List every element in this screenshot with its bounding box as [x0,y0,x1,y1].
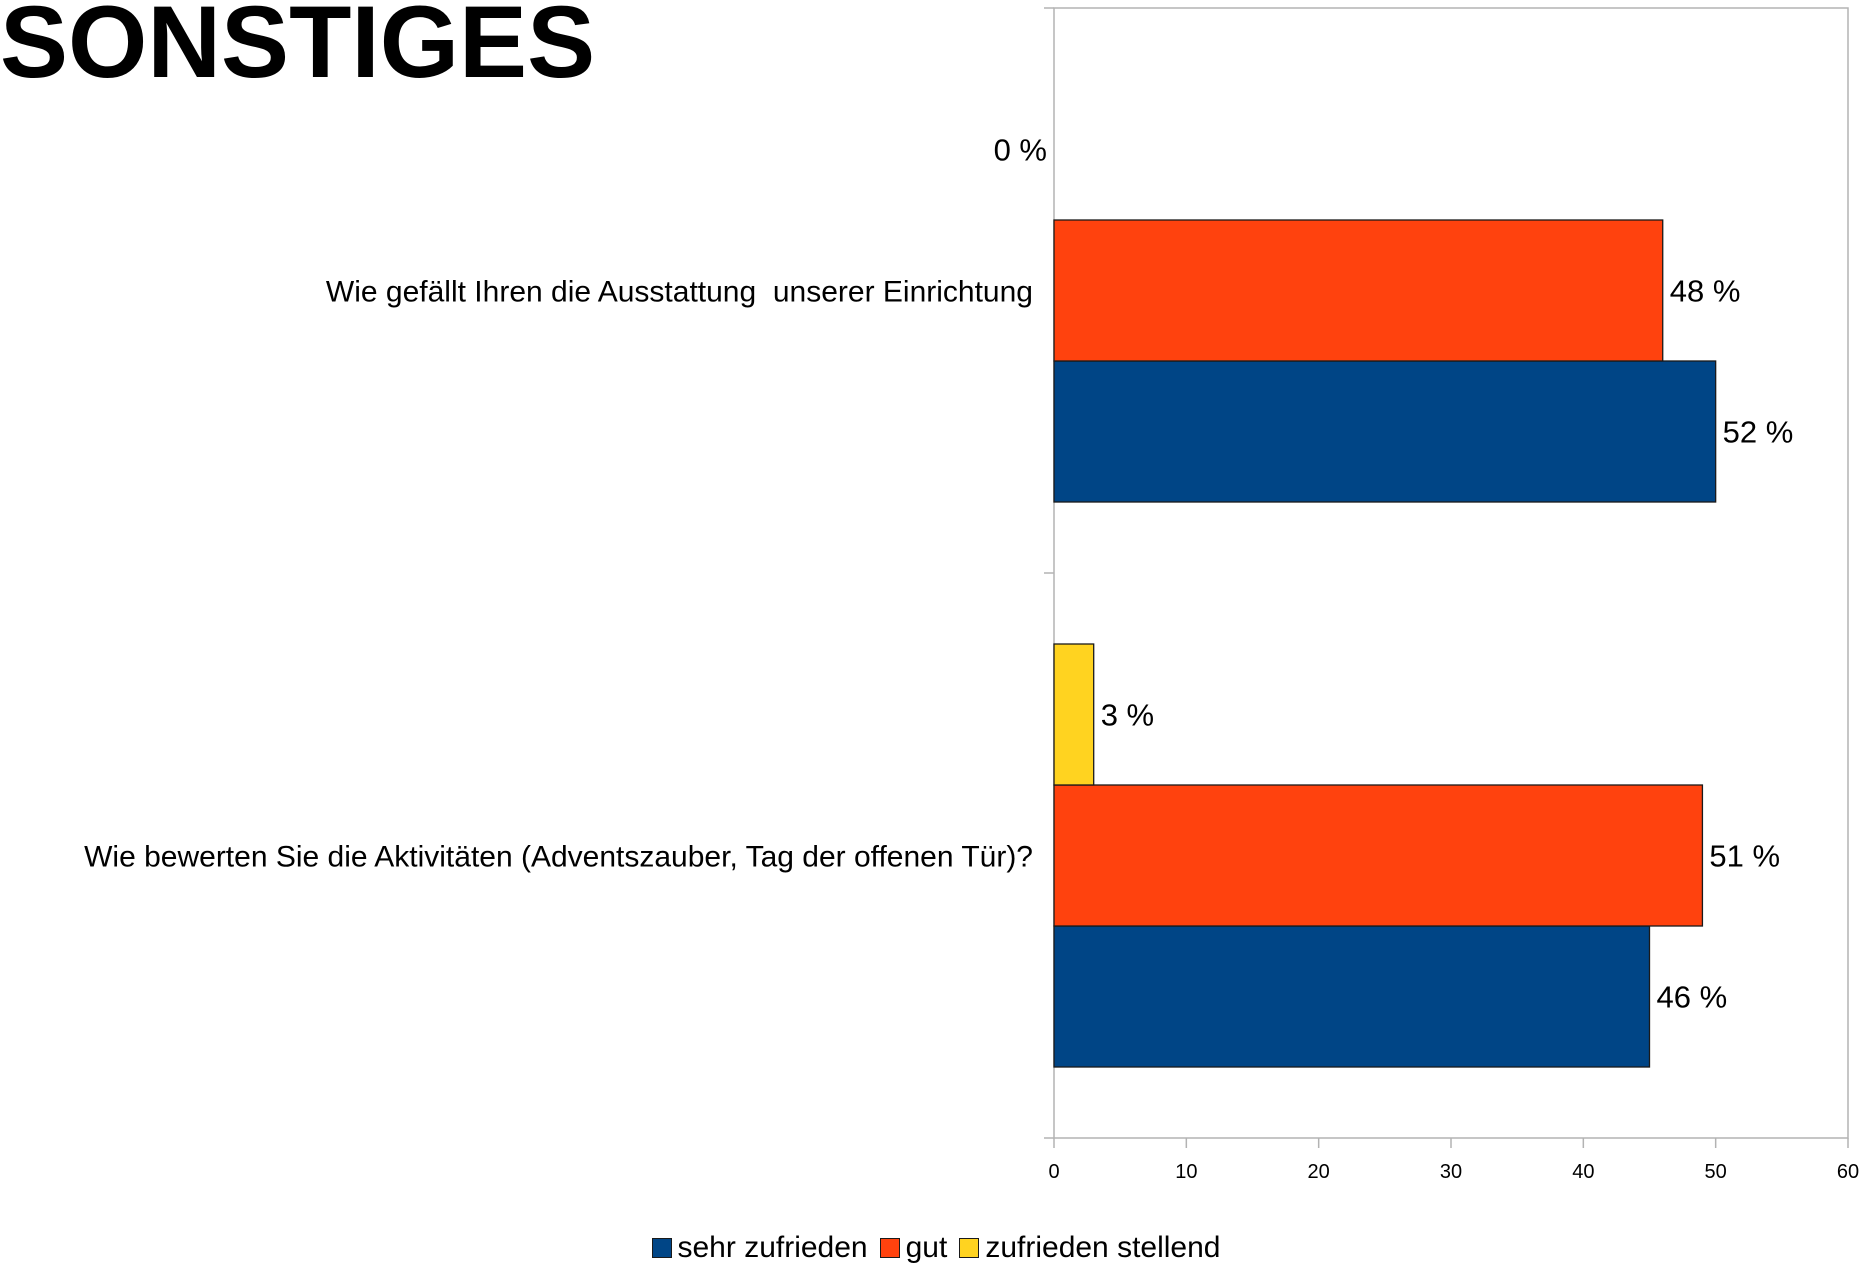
legend-swatch [959,1238,980,1258]
legend-item: zufrieden stellend [959,1231,1220,1265]
legend: sehr zufrieden gut zufrieden stellend [0,1231,1872,1271]
x-tick-label: 30 [1440,1161,1462,1183]
legend-label: zufrieden stellend [985,1231,1221,1264]
x-tick-label: 50 [1705,1161,1727,1183]
legend-swatch [879,1238,900,1258]
category-label: Wie gefällt Ihren die Ausstattung unsere… [326,276,1033,309]
x-axis: 0 10 20 30 40 50 60 [1048,1138,1859,1183]
legend-item: sehr zufrieden [651,1231,868,1265]
bar [1053,360,1717,503]
value-labels: 52 % 48 % 0 % 46 % 51 % 3 % [994,133,1794,1015]
data-label: 48 % [1670,274,1741,309]
legend-label: gut [905,1231,948,1264]
page-title: SONSTIGES [0,0,596,99]
bar [1053,784,1704,927]
x-tick-label: 10 [1175,1161,1197,1183]
data-label: 52 % [1723,415,1794,450]
category-label: Wie bewerten Sie die Aktivitäten (Advent… [84,841,1033,874]
bar-group [1053,219,1717,1068]
x-tick-label: 60 [1837,1161,1859,1183]
category-labels: Wie gefällt Ihren die Ausstattung unsere… [84,276,1033,874]
x-tick-label: 40 [1572,1161,1594,1183]
data-label: 3 % [1101,698,1154,733]
bar [1053,643,1095,786]
x-tick-label: 20 [1308,1161,1330,1183]
legend-item: gut [879,1231,948,1265]
data-label: 0 % [994,133,1047,168]
bar [1053,925,1651,1068]
bar [1053,219,1664,362]
data-label: 46 % [1657,980,1728,1015]
legend-swatch [651,1238,672,1258]
x-tick-label: 0 [1048,1161,1059,1183]
legend-label: sehr zufrieden [677,1231,868,1264]
data-label: 51 % [1709,839,1780,874]
